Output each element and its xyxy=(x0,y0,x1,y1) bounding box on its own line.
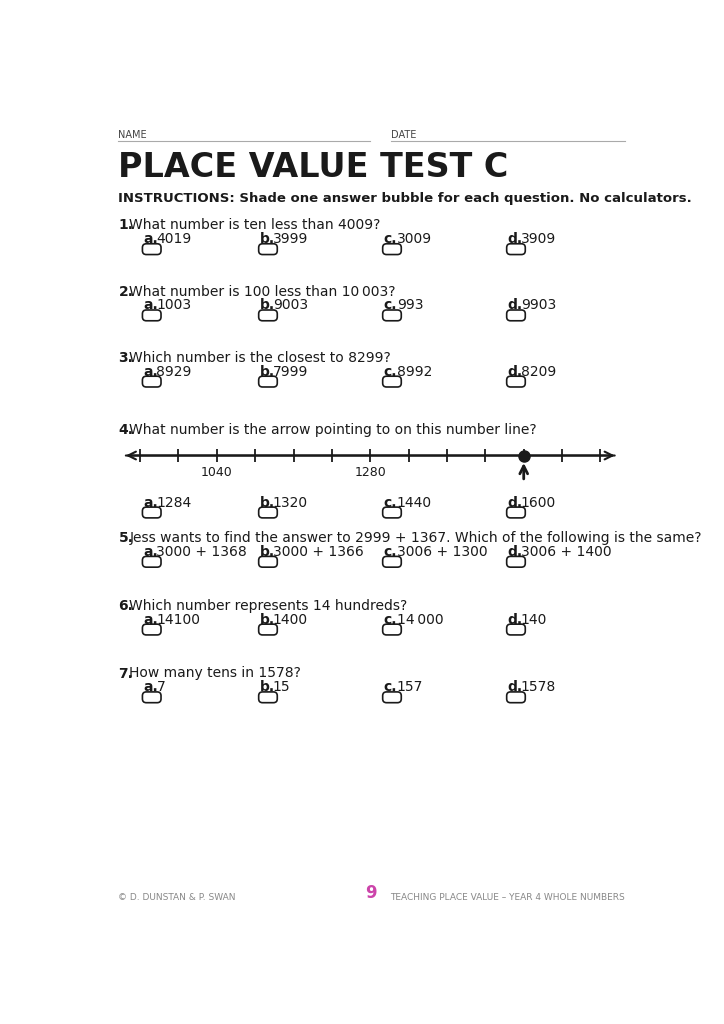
Text: 4019: 4019 xyxy=(156,232,192,246)
Text: What number is the arrow pointing to on this number line?: What number is the arrow pointing to on … xyxy=(130,423,537,437)
Text: 6.: 6. xyxy=(119,599,133,612)
Text: d.: d. xyxy=(508,545,523,559)
Text: 1400: 1400 xyxy=(273,612,308,627)
Text: d.: d. xyxy=(508,298,523,312)
Text: 1003: 1003 xyxy=(156,298,192,312)
Text: PLACE VALUE TEST C: PLACE VALUE TEST C xyxy=(119,151,509,183)
Text: 7.: 7. xyxy=(119,667,133,681)
Text: c.: c. xyxy=(384,545,397,559)
Text: 7: 7 xyxy=(156,680,165,694)
Text: c.: c. xyxy=(384,680,397,694)
Text: a.: a. xyxy=(143,298,158,312)
Text: b.: b. xyxy=(259,680,274,694)
Text: b.: b. xyxy=(259,232,274,246)
Text: Which number is the closest to 8299?: Which number is the closest to 8299? xyxy=(130,351,391,365)
Text: c.: c. xyxy=(384,612,397,627)
Text: 9: 9 xyxy=(365,884,377,902)
Text: NAME: NAME xyxy=(119,130,147,140)
Text: 1.: 1. xyxy=(119,218,133,232)
Text: b.: b. xyxy=(259,496,274,510)
Text: 3.: 3. xyxy=(119,351,133,365)
Text: 7999: 7999 xyxy=(273,365,308,379)
Text: 3000 + 1366: 3000 + 1366 xyxy=(273,545,363,559)
Text: 14 000: 14 000 xyxy=(397,612,443,627)
Text: 1040: 1040 xyxy=(201,466,232,478)
Text: a.: a. xyxy=(143,680,158,694)
Text: What number is 100 less than 10 003?: What number is 100 less than 10 003? xyxy=(130,285,396,299)
Text: TEACHING PLACE VALUE – YEAR 4 WHOLE NUMBERS: TEACHING PLACE VALUE – YEAR 4 WHOLE NUMB… xyxy=(390,893,626,902)
Text: 5.: 5. xyxy=(119,531,133,545)
Text: Jess wants to find the answer to 2999 + 1367. Which of the following is the same: Jess wants to find the answer to 2999 + … xyxy=(130,531,702,545)
Text: d.: d. xyxy=(508,232,523,246)
Text: 3909: 3909 xyxy=(521,232,556,246)
Text: 1320: 1320 xyxy=(273,496,308,510)
Text: d.: d. xyxy=(508,496,523,510)
Text: a.: a. xyxy=(143,496,158,510)
Text: 3006 + 1300: 3006 + 1300 xyxy=(397,545,487,559)
Text: 1600: 1600 xyxy=(521,496,556,510)
Text: a.: a. xyxy=(143,545,158,559)
Text: 14100: 14100 xyxy=(156,612,201,627)
Text: c.: c. xyxy=(384,496,397,510)
Text: 1284: 1284 xyxy=(156,496,192,510)
Text: 4.: 4. xyxy=(119,423,133,437)
Text: 1280: 1280 xyxy=(355,466,386,478)
Text: 8929: 8929 xyxy=(156,365,192,379)
Text: 140: 140 xyxy=(521,612,547,627)
Text: d.: d. xyxy=(508,365,523,379)
Text: 9903: 9903 xyxy=(521,298,556,312)
Text: 9003: 9003 xyxy=(273,298,308,312)
Text: DATE: DATE xyxy=(391,130,416,140)
Text: 3999: 3999 xyxy=(273,232,308,246)
Text: a.: a. xyxy=(143,612,158,627)
Text: b.: b. xyxy=(259,365,274,379)
Text: a.: a. xyxy=(143,365,158,379)
Text: INSTRUCTIONS: Shade one answer bubble for each question. No calculators.: INSTRUCTIONS: Shade one answer bubble fo… xyxy=(119,193,692,205)
Text: 1578: 1578 xyxy=(521,680,556,694)
Text: c.: c. xyxy=(384,298,397,312)
Text: d.: d. xyxy=(508,680,523,694)
Text: 157: 157 xyxy=(397,680,423,694)
Text: How many tens in 1578?: How many tens in 1578? xyxy=(130,667,301,681)
Text: What number is ten less than 4009?: What number is ten less than 4009? xyxy=(130,218,381,232)
Text: c.: c. xyxy=(384,365,397,379)
Text: Which number represents 14 hundreds?: Which number represents 14 hundreds? xyxy=(130,599,408,612)
Text: b.: b. xyxy=(259,612,274,627)
Text: 3000 + 1368: 3000 + 1368 xyxy=(156,545,247,559)
Text: 8992: 8992 xyxy=(397,365,432,379)
Text: a.: a. xyxy=(143,232,158,246)
Text: 993: 993 xyxy=(397,298,423,312)
Text: c.: c. xyxy=(384,232,397,246)
Text: 1440: 1440 xyxy=(397,496,432,510)
Text: d.: d. xyxy=(508,612,523,627)
Text: b.: b. xyxy=(259,545,274,559)
Text: 15: 15 xyxy=(273,680,290,694)
Text: b.: b. xyxy=(259,298,274,312)
Text: 2.: 2. xyxy=(119,285,133,299)
Text: 3009: 3009 xyxy=(397,232,432,246)
Text: © D. DUNSTAN & P. SWAN: © D. DUNSTAN & P. SWAN xyxy=(119,893,236,902)
Text: 8209: 8209 xyxy=(521,365,556,379)
Text: 3006 + 1400: 3006 + 1400 xyxy=(521,545,611,559)
